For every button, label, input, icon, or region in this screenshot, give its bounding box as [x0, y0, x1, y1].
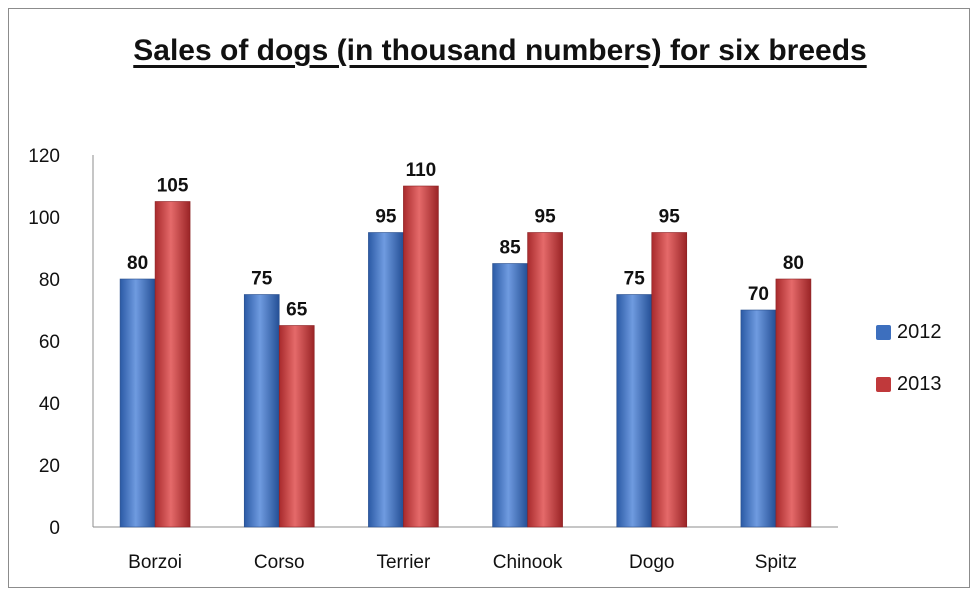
data-labels: 80 105 75 65 95 110 85 95 75 95 70 80 [127, 160, 804, 321]
y-tick-labels: 0 20 40 60 80 100 120 [28, 146, 60, 539]
bar-2013-borzoi [154, 201, 191, 528]
legend-item-2013: 2013 [876, 372, 942, 396]
bar-2013-terrier [403, 185, 439, 528]
bar-2013-dogo [651, 232, 688, 528]
x-tick-label: Spitz [755, 552, 797, 573]
data-label-2013-dogo: 95 [659, 207, 681, 228]
legend-label-2013: 2013 [897, 372, 942, 395]
bar-2012-corso [243, 294, 280, 528]
data-label-2012-corso: 75 [251, 269, 273, 290]
y-tick-label: 100 [28, 208, 60, 229]
legend-swatch-2012 [876, 324, 891, 340]
legend-label-2012: 2012 [897, 320, 942, 343]
data-label-2013-spitz: 80 [783, 253, 804, 274]
x-tick-label: Borzoi [128, 552, 182, 573]
data-label-2012-chinook: 85 [500, 238, 522, 259]
bar-2012-borzoi [119, 278, 156, 528]
bars-group [119, 185, 812, 528]
y-tick-label: 20 [39, 456, 60, 477]
data-label-2012-borzoi: 80 [127, 253, 148, 274]
bar-2012-dogo [616, 294, 653, 528]
x-tick-label: Dogo [629, 552, 674, 573]
y-tick-label: 0 [49, 518, 60, 539]
bar-2012-terrier [368, 232, 404, 528]
y-tick-label: 80 [39, 270, 60, 291]
data-label-2013-borzoi: 105 [157, 176, 189, 197]
x-tick-label: Corso [254, 552, 305, 573]
bar-2013-corso [278, 325, 315, 528]
legend-item-2012: 2012 [876, 320, 942, 344]
x-tick-label: Terrier [376, 552, 431, 573]
x-tick-labels: Borzoi Corso Terrier Chinook Dogo Spitz [128, 552, 797, 573]
bar-2013-spitz [775, 278, 812, 528]
data-label-2013-terrier: 110 [406, 160, 437, 181]
data-label-2012-dogo: 75 [624, 269, 646, 290]
y-tick-label: 40 [39, 394, 60, 415]
chart-title: Sales of dogs (in thousand numbers) for … [133, 34, 867, 67]
y-tick-label: 120 [28, 146, 60, 167]
bar-2012-spitz [740, 309, 777, 528]
legend-swatch-2013 [876, 376, 891, 392]
bar-2013-chinook [527, 232, 563, 528]
data-label-2012-spitz: 70 [748, 284, 769, 305]
y-tick-label: 60 [39, 332, 60, 353]
data-label-2013-corso: 65 [286, 300, 308, 321]
x-tick-label: Chinook [493, 552, 563, 573]
bar-2012-chinook [492, 263, 528, 528]
data-label-2013-chinook: 95 [535, 207, 557, 228]
data-label-2012-terrier: 95 [375, 207, 397, 228]
